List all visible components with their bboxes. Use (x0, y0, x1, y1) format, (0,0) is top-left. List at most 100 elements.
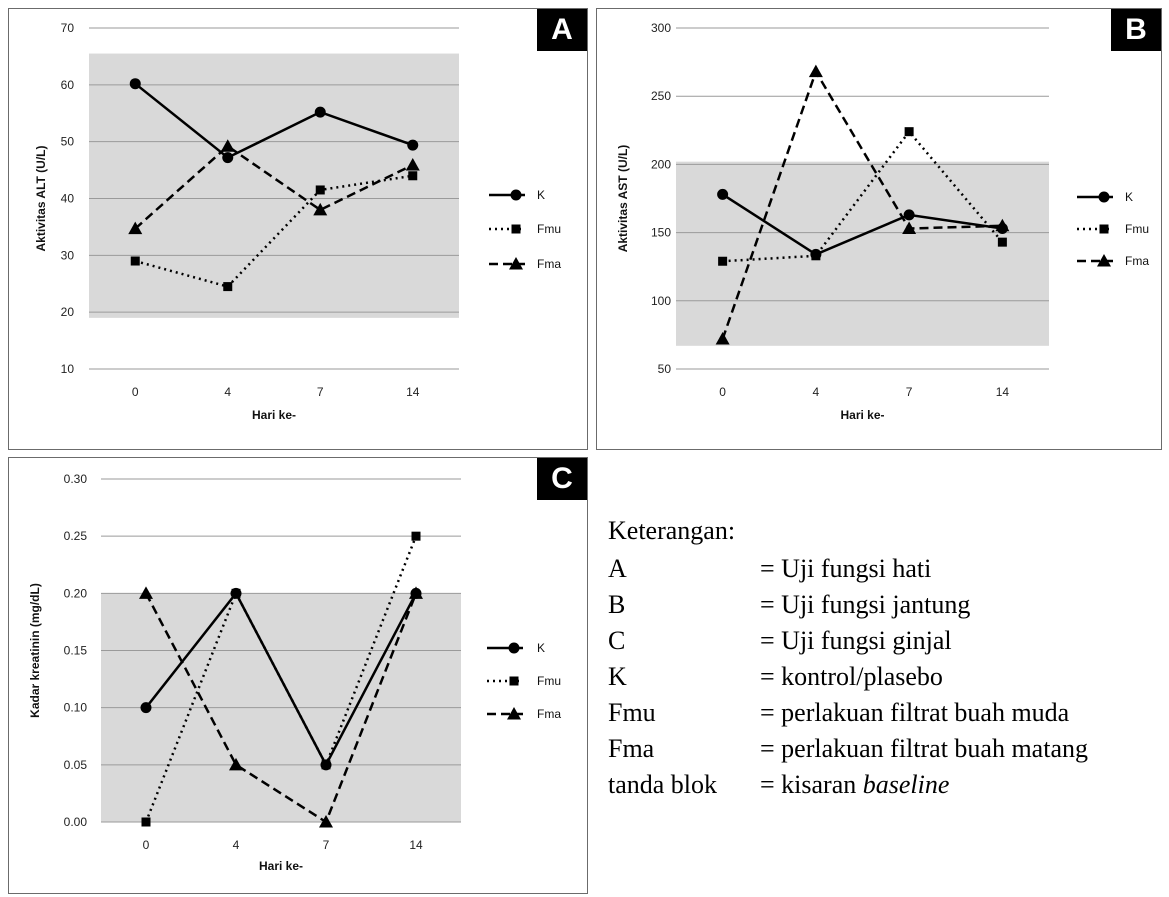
x-axis-label: Hari ke- (840, 408, 884, 422)
data-point-fmu (408, 171, 418, 181)
x-tick-label: 4 (233, 838, 240, 852)
keterangan-row-c: C = Uji fungsi ginjal (608, 623, 1163, 659)
legend-label-fmu: Fmu (1125, 222, 1149, 236)
keterangan-value: = Uji fungsi ginjal (760, 626, 952, 655)
data-point-k (222, 152, 234, 164)
x-tick-label: 7 (323, 838, 330, 852)
legend-label-fmu: Fmu (537, 674, 561, 688)
keterangan-row-k: K = kontrol/plasebo (608, 659, 1163, 695)
chart-b-svg: 50 100 150 200 250 300 0 4 7 14 Aktivitas AST (U/L… (616, 21, 1149, 422)
legend-marker-k (510, 189, 522, 201)
data-point-fma (319, 815, 333, 828)
keterangan-value-text: = kisaran (760, 770, 863, 799)
keterangan-row-b: B = Uji fungsi jantung (608, 587, 1163, 623)
y-tick-label: 40 (61, 192, 75, 206)
keterangan-key: Fmu (608, 698, 656, 727)
data-point-k (407, 139, 419, 151)
panel-label-a: A (537, 9, 587, 51)
y-tick-label: 50 (61, 135, 75, 149)
data-point-fmu (718, 256, 728, 266)
keterangan-key: C (608, 626, 626, 655)
data-point-fmu (321, 760, 331, 770)
y-axis-label: Kadar kreatinin (mg/dL) (28, 583, 42, 718)
data-point-fmu (315, 185, 325, 195)
x-tick-label: 0 (719, 385, 726, 399)
data-point-fmu (904, 127, 914, 137)
data-point-fma (808, 64, 823, 78)
series-line-fma (134, 144, 414, 230)
data-point-k (717, 188, 729, 200)
keterangan-row-a: A = Uji fungsi hati (608, 551, 1163, 587)
keterangan-value: = perlakuan filtrat buah muda (760, 698, 1070, 727)
data-point-fma (139, 586, 153, 599)
y-tick-label: 0.05 (64, 758, 88, 772)
keterangan-key: B (608, 590, 626, 619)
panel-label-c: C (537, 458, 587, 500)
x-tick-label: 0 (132, 385, 139, 399)
keterangan-key: K (608, 662, 627, 691)
y-axis-label: Aktivitas ALT (U/L) (34, 145, 48, 251)
y-tick-label: 0.25 (64, 529, 88, 543)
keterangan-legend: Keterangan: A = Uji fungsi hati B = Uji … (608, 513, 1163, 803)
baseline-band (676, 161, 1049, 346)
data-point-fmu (223, 282, 233, 292)
chart-panel-a: 10 20 30 40 50 60 70 0 4 7 14 Aktivitas ALT (U/L) Ha… (8, 8, 588, 450)
keterangan-key: tanda blok (608, 770, 718, 799)
data-point-fmu (811, 251, 821, 261)
data-point-fma (715, 331, 730, 345)
y-tick-label: 0.20 (64, 586, 88, 600)
data-point-k (314, 106, 326, 118)
data-point-fma (902, 221, 917, 235)
y-tick-label: 150 (651, 226, 671, 240)
chart-c-svg: 0.00 0.05 0.10 0.15 0.20 0.25 0.30 0 4 7 14 Kadar k… (28, 472, 561, 873)
legend-marker-fmu (511, 224, 521, 234)
data-point-fmu (997, 237, 1007, 247)
legend-label-fma: Fma (537, 257, 561, 271)
keterangan-key: Fma (608, 734, 655, 763)
legend-label-k: K (1125, 190, 1133, 204)
x-axis-label: Hari ke- (259, 859, 303, 873)
keterangan-value: = Uji fungsi jantung (760, 590, 971, 619)
legend-marker-fma (507, 707, 521, 720)
x-tick-label: 4 (813, 385, 820, 399)
data-point-fma (405, 157, 420, 171)
legend-marker-k (508, 642, 520, 654)
legend-label-fma: Fma (537, 707, 561, 721)
keterangan-value-italic: baseline (862, 770, 950, 799)
keterangan-value: = perlakuan filtrat buah matang (760, 734, 1088, 763)
legend-label-fma: Fma (1125, 254, 1149, 268)
keterangan-key: A (608, 554, 627, 583)
series-line-k (134, 82, 414, 160)
y-tick-label: 70 (61, 21, 75, 35)
x-tick-label: 7 (906, 385, 913, 399)
keterangan-value: = kisaran baseline (760, 767, 1163, 803)
data-point-fmu (411, 531, 421, 541)
y-tick-label: 50 (658, 362, 672, 376)
x-axis-label: Hari ke- (252, 408, 296, 422)
x-tick-label: 4 (224, 385, 231, 399)
y-tick-label: 60 (61, 78, 75, 92)
legend-label-fmu: Fmu (537, 222, 561, 236)
chart-panel-b: 50 100 150 200 250 300 0 4 7 14 Aktivitas AST (U/L… (596, 8, 1162, 450)
data-point-k (903, 209, 915, 221)
x-tick-label: 14 (996, 385, 1010, 399)
data-point-k (129, 78, 141, 90)
keterangan-title: Keterangan: (608, 516, 736, 545)
y-tick-label: 0.00 (64, 815, 88, 829)
y-tick-label: 250 (651, 89, 671, 103)
y-tick-label: 30 (61, 248, 75, 262)
legend-label-k: K (537, 188, 545, 202)
y-axis-label: Aktivitas AST (U/L) (616, 145, 630, 253)
chart-panel-c: 0.00 0.05 0.10 0.15 0.20 0.25 0.30 0 4 7 14 Kadar k… (8, 457, 588, 894)
series-line-fmu (134, 174, 413, 288)
y-tick-label: 0.10 (64, 701, 88, 715)
keterangan-row-fmu: Fmu = perlakuan filtrat buah muda (608, 695, 1163, 731)
series-line-fma (144, 592, 418, 824)
legend-label-k: K (537, 641, 545, 655)
y-tick-label: 10 (61, 362, 75, 376)
data-point-fmu (141, 817, 151, 827)
keterangan-value: = kontrol/plasebo (760, 662, 943, 691)
baseline-band (89, 53, 459, 318)
x-tick-label: 14 (409, 838, 423, 852)
keterangan-value: = Uji fungsi hati (760, 554, 932, 583)
